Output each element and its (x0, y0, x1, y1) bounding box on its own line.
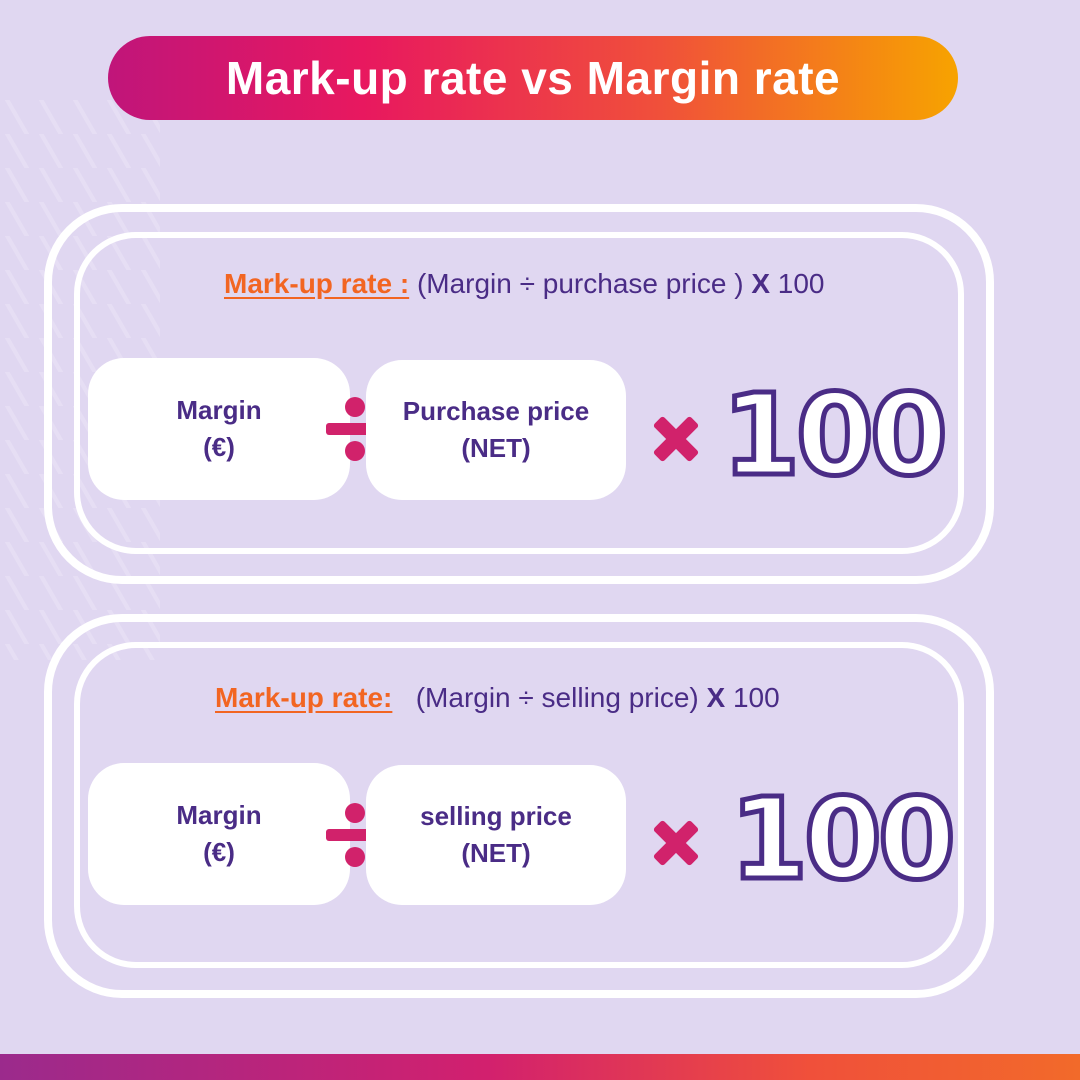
panel-2-formula: Mark-up rate: (Margin ÷ selling price) X… (215, 682, 780, 714)
panel-2-margin-unit: (€) (203, 837, 235, 867)
panel-2-selling-price-card: selling price (NET) (366, 765, 626, 905)
panel-2-selling-price-unit: (NET) (461, 838, 531, 868)
panel-2-inner-frame (74, 642, 964, 968)
panel-2-formula-label: Mark-up rate: (215, 682, 393, 713)
panel-2-margin-label: Margin (176, 800, 262, 830)
panel-2-formula-multiplier: 100 (732, 682, 780, 713)
panel-1-formula-label: Mark-up rate : (224, 268, 410, 299)
panel-2-big-number: 100 (728, 775, 959, 905)
page-title: Mark-up rate vs Margin rate (225, 52, 841, 104)
panel-1-formula-expression: (Margin ÷ purchase price ) (416, 268, 744, 299)
panel-1-purchase-price-unit: (NET) (461, 433, 531, 463)
panel-1-outer-frame (44, 204, 994, 584)
panel-1-margin-label: Margin (176, 395, 262, 425)
panel-2-selling-price-label: selling price (420, 801, 572, 831)
panel-1-formula: Mark-up rate : (Margin ÷ purchase price … (224, 268, 825, 300)
bottom-gradient-bar (0, 1054, 1080, 1080)
panel-2-formula-expression: (Margin ÷ selling price) (415, 682, 699, 713)
panel-1-margin-card: Margin (€) (88, 358, 350, 500)
panel-1-purchase-price-label: Purchase price (402, 396, 590, 426)
title-banner: Mark-up rate vs Margin rate (108, 36, 958, 120)
panel-1-formula-multiplier: 100 (777, 268, 825, 299)
panel-2-outer-frame (44, 614, 994, 998)
panel-1-purchase-price-card: Purchase price (NET) (366, 360, 626, 500)
panel-2-formula-times: X (706, 682, 726, 713)
panel-1-margin-unit: (€) (203, 432, 235, 462)
panel-2-margin-card: Margin (€) (88, 763, 350, 905)
panel-1-big-number: 100 (720, 371, 951, 501)
times-icon (650, 413, 702, 465)
panel-1-formula-times: X (751, 268, 770, 299)
panel-1-inner-frame (74, 232, 964, 554)
times-icon (650, 817, 702, 869)
